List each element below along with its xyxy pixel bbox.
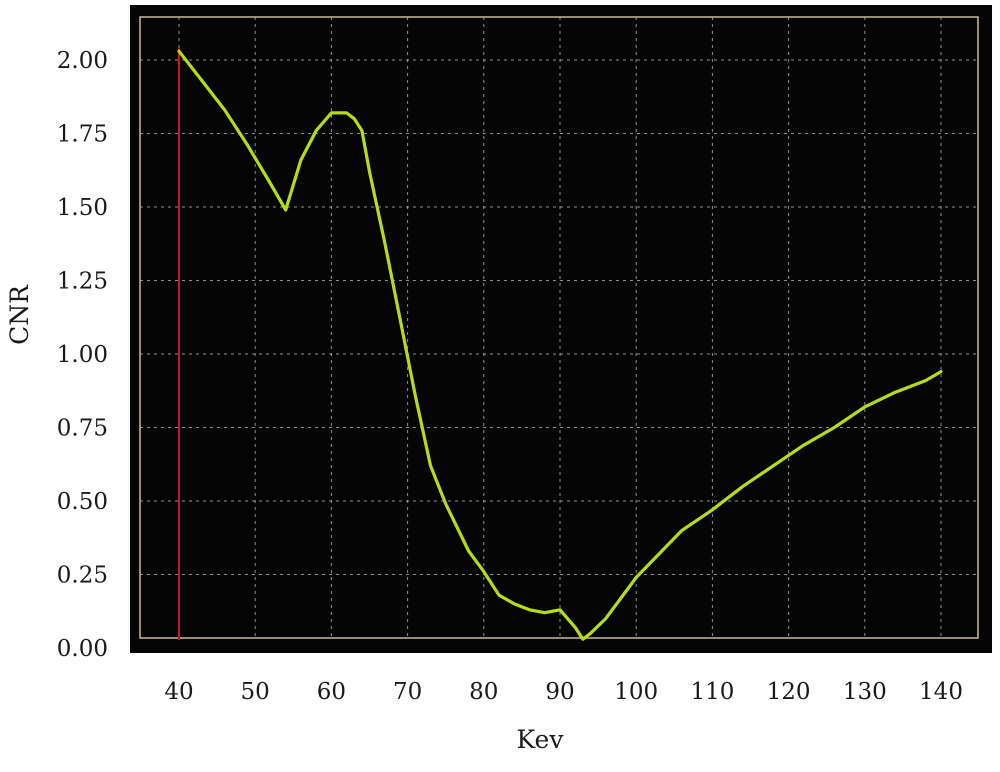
- x-tick-label: 80: [469, 679, 498, 705]
- y-tick-label: 0.25: [57, 563, 108, 589]
- series-line-cnr: [177, 49, 943, 641]
- y-tick-label: 0.75: [57, 416, 108, 442]
- x-axis-label: Kev: [517, 725, 565, 754]
- x-tick-label: 60: [317, 679, 346, 705]
- y-tick-labels: 0.00 0.25 0.50 0.75 1.00 1.25 1.50 1.75 2.00: [57, 48, 108, 662]
- x-tick-label: 110: [690, 679, 734, 705]
- plot-frame: [139, 16, 979, 639]
- x-tick-label: 130: [843, 679, 887, 705]
- x-tick-label: 100: [614, 679, 658, 705]
- x-tick-label: 70: [393, 679, 422, 705]
- plot-background: [130, 5, 992, 653]
- y-tick-label: 2.00: [57, 48, 108, 74]
- y-tick-label: 1.00: [57, 342, 108, 368]
- series-layer: [177, 49, 943, 641]
- y-tick-label: 0.00: [57, 636, 108, 662]
- x-tick-labels: 40 50 60 70 80 90 100 110 120 130 140: [164, 679, 963, 705]
- x-tick-label: 50: [241, 679, 270, 705]
- x-tick-label: 90: [545, 679, 574, 705]
- y-tick-label: 1.25: [57, 269, 108, 295]
- x-tick-label: 140: [919, 679, 963, 705]
- y-tick-label: 1.75: [57, 122, 108, 148]
- y-axis-label: CNR: [5, 284, 34, 345]
- y-tick-label: 0.50: [57, 489, 108, 515]
- y-tick-label: 1.50: [57, 195, 108, 221]
- x-tick-label: 40: [164, 679, 193, 705]
- x-tick-label: 120: [767, 679, 811, 705]
